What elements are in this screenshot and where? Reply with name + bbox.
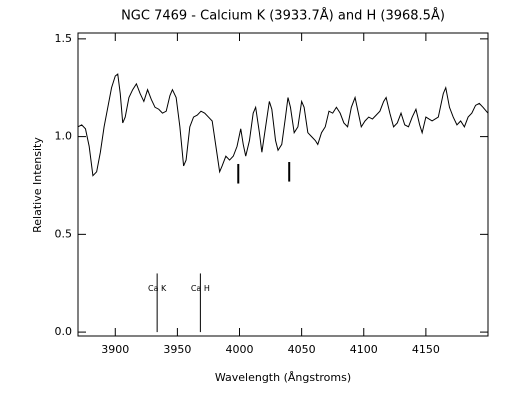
x-tick-label: 4000: [226, 343, 254, 356]
x-tick-label: 4050: [288, 343, 316, 356]
y-axis-label: Relative Intensity: [31, 137, 44, 233]
x-axis-label: Wavelength (Ångstroms): [215, 371, 351, 384]
annotation-label: Ca H: [191, 284, 210, 293]
plot-frame: [77, 32, 489, 337]
y-tick-label: 1.0: [55, 130, 73, 143]
spectrum-line: [77, 73, 489, 177]
annotation-label: Ca K: [148, 284, 167, 293]
y-tick-label: 0.5: [55, 227, 73, 240]
y-tick-label: 1.5: [55, 32, 73, 45]
x-tick-label: 3950: [163, 343, 191, 356]
y-tick-label: 0.0: [55, 325, 73, 338]
x-tick-label: 4150: [412, 343, 440, 356]
x-tick-label: 4100: [350, 343, 378, 356]
x-tick-label: 3900: [101, 343, 129, 356]
chart-title: NGC 7469 - Calcium K (3933.7Å) and H (39…: [121, 8, 445, 24]
